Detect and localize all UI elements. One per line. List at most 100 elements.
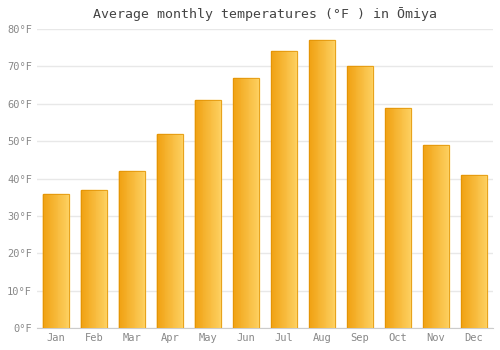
- Bar: [324, 40, 326, 328]
- Bar: [367, 66, 368, 328]
- Bar: [238, 78, 239, 328]
- Bar: [407, 107, 408, 328]
- Bar: [172, 134, 174, 328]
- Bar: [296, 51, 297, 328]
- Bar: [437, 145, 438, 328]
- Bar: [208, 100, 209, 328]
- Bar: [62, 194, 63, 328]
- Bar: [96, 190, 98, 328]
- Bar: [429, 145, 430, 328]
- Bar: [220, 100, 221, 328]
- Bar: [129, 171, 130, 328]
- Bar: [323, 40, 324, 328]
- Bar: [428, 145, 429, 328]
- Bar: [174, 134, 175, 328]
- Bar: [94, 190, 96, 328]
- Bar: [398, 107, 399, 328]
- Bar: [478, 175, 480, 328]
- Bar: [252, 78, 253, 328]
- Bar: [245, 78, 246, 328]
- Bar: [80, 190, 82, 328]
- Bar: [232, 78, 234, 328]
- Bar: [406, 107, 407, 328]
- Bar: [182, 134, 183, 328]
- Bar: [138, 171, 139, 328]
- Bar: [201, 100, 202, 328]
- Bar: [332, 40, 334, 328]
- Bar: [204, 100, 205, 328]
- Bar: [366, 66, 367, 328]
- Bar: [445, 145, 446, 328]
- Bar: [247, 78, 248, 328]
- Bar: [424, 145, 426, 328]
- Bar: [92, 190, 93, 328]
- Bar: [215, 100, 216, 328]
- Bar: [430, 145, 432, 328]
- Bar: [175, 134, 176, 328]
- Bar: [88, 190, 90, 328]
- Bar: [56, 194, 58, 328]
- Bar: [356, 66, 358, 328]
- Bar: [213, 100, 214, 328]
- Bar: [63, 194, 64, 328]
- Bar: [346, 66, 374, 328]
- Bar: [212, 100, 213, 328]
- Bar: [90, 190, 91, 328]
- Bar: [47, 194, 48, 328]
- Bar: [408, 107, 410, 328]
- Bar: [200, 100, 201, 328]
- Bar: [167, 134, 168, 328]
- Bar: [99, 190, 100, 328]
- Bar: [278, 51, 280, 328]
- Bar: [244, 78, 245, 328]
- Bar: [156, 134, 183, 328]
- Bar: [294, 51, 296, 328]
- Bar: [168, 134, 169, 328]
- Bar: [315, 40, 316, 328]
- Bar: [318, 40, 320, 328]
- Bar: [232, 78, 259, 328]
- Bar: [125, 171, 126, 328]
- Bar: [158, 134, 159, 328]
- Bar: [467, 175, 468, 328]
- Bar: [50, 194, 51, 328]
- Bar: [207, 100, 208, 328]
- Bar: [462, 175, 464, 328]
- Bar: [286, 51, 288, 328]
- Bar: [132, 171, 134, 328]
- Bar: [390, 107, 391, 328]
- Bar: [308, 40, 310, 328]
- Bar: [360, 66, 361, 328]
- Bar: [254, 78, 255, 328]
- Bar: [397, 107, 398, 328]
- Bar: [242, 78, 244, 328]
- Bar: [256, 78, 258, 328]
- Bar: [58, 194, 59, 328]
- Bar: [435, 145, 436, 328]
- Bar: [446, 145, 448, 328]
- Bar: [284, 51, 285, 328]
- Bar: [163, 134, 164, 328]
- Bar: [270, 51, 272, 328]
- Bar: [179, 134, 180, 328]
- Bar: [386, 107, 388, 328]
- Bar: [126, 171, 128, 328]
- Bar: [465, 175, 466, 328]
- Bar: [55, 194, 56, 328]
- Bar: [102, 190, 104, 328]
- Bar: [270, 51, 297, 328]
- Bar: [161, 134, 162, 328]
- Bar: [240, 78, 242, 328]
- Bar: [258, 78, 259, 328]
- Bar: [68, 194, 69, 328]
- Bar: [399, 107, 400, 328]
- Bar: [276, 51, 277, 328]
- Bar: [422, 145, 450, 328]
- Bar: [480, 175, 481, 328]
- Bar: [156, 134, 158, 328]
- Bar: [123, 171, 124, 328]
- Bar: [400, 107, 402, 328]
- Bar: [217, 100, 218, 328]
- Bar: [42, 194, 43, 328]
- Bar: [218, 100, 220, 328]
